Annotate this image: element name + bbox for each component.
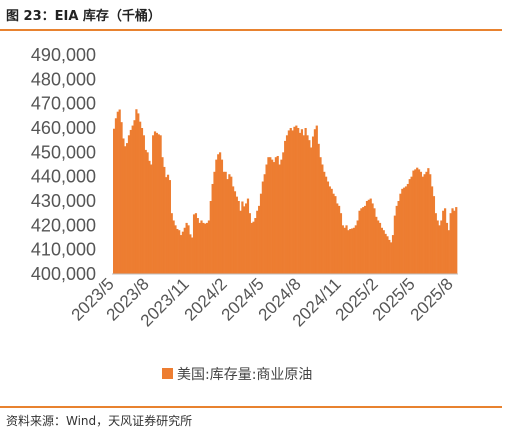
legend-swatch — [162, 368, 173, 379]
x-axis: 2023/52023/82023/112024/22024/52024/8202… — [68, 274, 457, 330]
bar-series — [113, 109, 457, 274]
y-tick-label: 490,000 — [31, 45, 96, 65]
source-note: 资料来源：Wind，天风证券研究所 — [6, 412, 192, 429]
y-tick-label: 460,000 — [31, 118, 96, 138]
legend-label: 美国:库存量:商业原油 — [177, 367, 312, 383]
y-tick-label: 420,000 — [31, 215, 96, 235]
y-tick-label: 450,000 — [31, 142, 96, 162]
y-tick-label: 400,000 — [31, 264, 96, 284]
x-tick-label: 2025/8 — [407, 274, 457, 324]
y-tick-label: 480,000 — [31, 69, 96, 89]
bar — [455, 207, 457, 274]
y-tick-label: 430,000 — [31, 191, 96, 211]
y-tick-label: 410,000 — [31, 240, 96, 260]
y-tick-label: 440,000 — [31, 167, 96, 187]
eia-inventory-chart: 400,000 410,000 420,000 430,000 440,000 450,0… — [0, 0, 508, 400]
y-tick-label: 470,000 — [31, 94, 96, 114]
y-axis: 400,000 410,000 420,000 430,000 440,000 450,0… — [31, 45, 96, 284]
legend: 美国:库存量:商业原油 — [162, 367, 312, 383]
bottom-divider — [0, 406, 502, 408]
